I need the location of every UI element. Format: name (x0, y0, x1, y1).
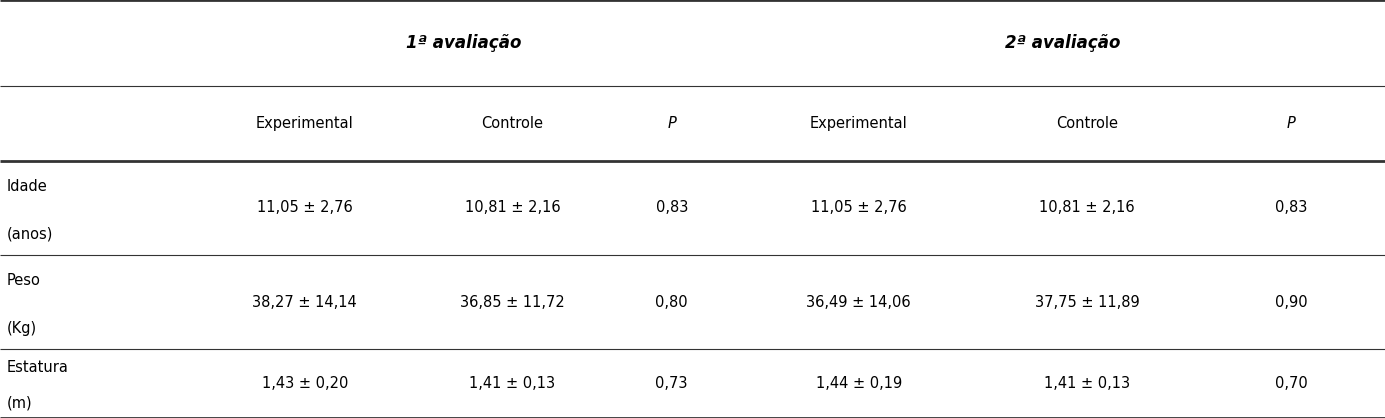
Text: 1,44 ± 0,19: 1,44 ± 0,19 (816, 376, 902, 391)
Text: Controle: Controle (1057, 116, 1118, 131)
Text: 0,83: 0,83 (1276, 201, 1307, 215)
Text: 36,49 ± 14,06: 36,49 ± 14,06 (806, 295, 911, 309)
Text: 10,81 ± 2,16: 10,81 ± 2,16 (1039, 201, 1136, 215)
Text: 0,73: 0,73 (655, 376, 688, 391)
Text: P: P (668, 116, 676, 131)
Text: P: P (1287, 116, 1296, 131)
Text: 37,75 ± 11,89: 37,75 ± 11,89 (1035, 295, 1140, 309)
Text: 0,80: 0,80 (655, 295, 688, 309)
Text: 11,05 ± 2,76: 11,05 ± 2,76 (810, 201, 907, 215)
Text: 2ª avaliação: 2ª avaliação (1006, 34, 1120, 52)
Text: 0,83: 0,83 (655, 201, 688, 215)
Text: Experimental: Experimental (810, 116, 907, 131)
Text: 0,90: 0,90 (1276, 295, 1307, 309)
Text: Experimental: Experimental (256, 116, 353, 131)
Text: 0,70: 0,70 (1276, 376, 1307, 391)
Text: Estatura: Estatura (7, 360, 69, 375)
Text: Peso: Peso (7, 273, 40, 288)
Text: Idade: Idade (7, 179, 47, 194)
Text: (Kg): (Kg) (7, 321, 37, 336)
Text: 1,43 ± 0,20: 1,43 ± 0,20 (262, 376, 348, 391)
Text: 1,41 ± 0,13: 1,41 ± 0,13 (470, 376, 555, 391)
Text: 38,27 ± 14,14: 38,27 ± 14,14 (252, 295, 357, 309)
Text: 11,05 ± 2,76: 11,05 ± 2,76 (256, 201, 353, 215)
Text: 10,81 ± 2,16: 10,81 ± 2,16 (464, 201, 561, 215)
Text: 1,41 ± 0,13: 1,41 ± 0,13 (1044, 376, 1130, 391)
Text: (anos): (anos) (7, 227, 53, 242)
Text: 36,85 ± 11,72: 36,85 ± 11,72 (460, 295, 565, 309)
Text: Controle: Controle (482, 116, 543, 131)
Text: (m): (m) (7, 395, 33, 410)
Text: 1ª avaliação: 1ª avaliação (406, 34, 522, 52)
